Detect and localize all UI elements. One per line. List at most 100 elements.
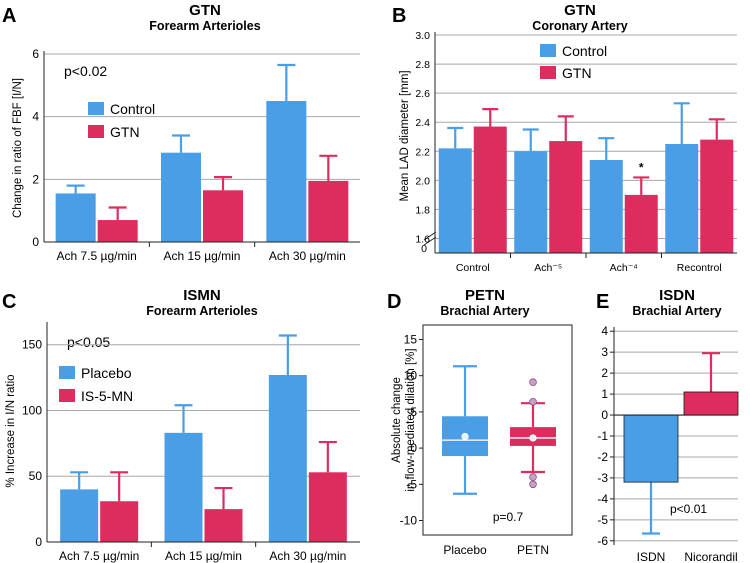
panel-d-y-tick-label: 0 [410, 441, 417, 455]
panel-a-subtitle: Forearm Arterioles [149, 19, 260, 33]
panel-b-y-axis-label: Mean LAD diameter [mm] [399, 70, 411, 201]
panel-letter-d: D [387, 291, 401, 313]
panel-a-p-value: p<0.02 [64, 63, 107, 79]
panel-letter-e: E [596, 291, 609, 313]
panel-a-bar-gtn [203, 190, 243, 242]
panel-c-subtitle: Forearm Arterioles [146, 304, 257, 318]
panel-a-y-tick-label: 0 [32, 235, 39, 249]
panel-a-legend-label-control: Control [110, 101, 155, 117]
panel-d-plot-frame [422, 324, 573, 536]
panel-b-legend-label-control: Control [562, 43, 607, 59]
panel-b-bar-control [665, 144, 699, 253]
panel-d-x-tick-label: PETN [517, 543, 549, 557]
panel-d-x-tick-label: Placebo [443, 543, 487, 557]
panel-b-y-tick-label: 3.0 [415, 30, 430, 42]
panel-c-bar-is5mn [308, 472, 347, 542]
panel-e-y-tick-label: -4 [597, 492, 608, 506]
panel-e-y-tick-label: -1 [597, 429, 608, 443]
panel-d-title: PETN [465, 287, 505, 304]
panel-a-legend-swatch-gtn [88, 125, 104, 138]
panel-e-y-tick-label: 2 [601, 366, 608, 380]
panel-b-x-tick-label: Recontrol [677, 262, 722, 274]
panel-b-bar-gtn [700, 139, 734, 253]
panel-d-y-axis-label-line1: Absolute change [391, 377, 403, 463]
panel-c-legend-swatch-placebo [59, 366, 75, 379]
panel-a-bar-gtn [97, 220, 138, 242]
panel-b-bar-gtn [473, 126, 507, 253]
panel-e-y-tick-label: 3 [601, 345, 608, 359]
panel-c-y-tick-label: 100 [22, 403, 42, 417]
panel-d-mean-marker [529, 434, 537, 442]
panel-b-y-tick-label: 1.8 [415, 204, 430, 216]
panel-a-bar-gtn [308, 180, 349, 242]
panel-c-y-tick-label: 0 [35, 535, 42, 549]
panel-b-bar-control [514, 151, 548, 253]
panel-d-y-axis-label-line2: in flow-mediated dilation [%] [405, 348, 417, 491]
panel-b-y-tick-label: 1.6 [415, 233, 430, 245]
panel-c-bar-is5mn [204, 509, 243, 542]
panel-a-legend-label-gtn: GTN [110, 124, 140, 140]
panel-c-legend-swatch-is5mn [59, 389, 75, 402]
panel-b-bar-control [589, 159, 623, 253]
panel-b-legend-swatch-control [540, 44, 556, 57]
panel-e-y-tick-label: -3 [597, 471, 608, 485]
panel-a-y-tick-label: 4 [32, 110, 39, 124]
panel-c-bar-placebo [268, 374, 307, 542]
panel-a-y-tick-label: 2 [32, 172, 39, 186]
panel-c-x-tick-label: Ach 30 µg/min [269, 549, 346, 563]
panel-d-p-value: p=0.7 [493, 510, 524, 524]
panel-b-legend-swatch-gtn [540, 66, 556, 79]
panel-e-title: ISDN [659, 287, 695, 304]
panel-e-y-tick-label: -5 [597, 513, 608, 527]
panel-d-mean-marker [461, 432, 469, 441]
panel-e-bar-isdn [623, 414, 679, 483]
panel-b-x-tick-label: Control [456, 262, 490, 274]
panel-e-p-value: p<0.01 [670, 502, 707, 516]
panel-c-title: ISMN [183, 287, 221, 304]
panel-b-subtitle: Coronary Artery [532, 19, 627, 33]
panel-d-y-tick-label: -10 [400, 514, 418, 528]
panel-b-x-tick-label: Ach⁻⁴ [610, 262, 638, 274]
panel-b-y-tick-label: 2.2 [415, 146, 430, 158]
panel-letter-b: B [392, 5, 406, 27]
panel-a-x-tick-label: Ach 30 µg/min [269, 249, 346, 263]
panel-b-y-tick-label: 2.0 [415, 175, 430, 187]
panel-c-y-tick-label: 150 [22, 338, 42, 352]
panel-d-box-plot: -10 -5 0 5 10 15 Placebo PETN [400, 324, 573, 557]
panel-d-y-tick-label: 10 [404, 369, 418, 383]
panel-d-y-tick-label: 5 [410, 405, 417, 419]
panel-a-bar-control [266, 101, 307, 242]
panel-c-legend-label-is5mn: IS-5-MN [81, 388, 133, 404]
panel-b-y-tick-label: 2.8 [415, 59, 430, 71]
panel-a-bar-chart: 0 2 4 6 Ach 7.5 µg/min Ach 15 µg/min Ach 30 µg… [32, 47, 360, 263]
panel-b-axis-break-mark [423, 231, 437, 246]
panel-a-y-axis-label: Change in ratio of FBF [I/N] [12, 78, 24, 218]
panel-a-legend-swatch-control [88, 102, 104, 115]
panel-a-x-tick-label: Ach 7.5 µg/min [57, 249, 137, 263]
panel-b-bar-control [438, 148, 472, 253]
panel-b-legend-label-gtn: GTN [562, 65, 592, 81]
panel-letter-c: C [2, 291, 16, 313]
panel-c-bar-is5mn [100, 501, 139, 542]
panel-e-y-tick-label: 1 [601, 387, 608, 401]
panel-e-x-tick-label: ISDN [637, 550, 666, 563]
panel-b-x-tick-label: Ach⁻⁵ [534, 262, 562, 274]
panel-b-y-tick-zero: 0 [421, 243, 427, 255]
panel-d-y-tick-label: -5 [406, 477, 417, 491]
panel-c-x-tick-label: Ach 15 µg/min [165, 549, 242, 563]
panel-c-y-tick-label: 50 [29, 469, 43, 483]
panel-c-bar-placebo [164, 432, 203, 542]
panel-a-y-tick-label: 6 [32, 47, 39, 61]
panel-b-y-tick-label: 2.6 [415, 88, 430, 100]
panel-e-x-tick-label: Nicorandil [684, 550, 737, 563]
panel-b-bar-chart: 1.6 1.8 2.0 2.2 2.4 2.6 2.8 3.0 Control Ach⁻⁵ Ach⁻… [415, 30, 737, 274]
panel-d-outlier-point [529, 473, 537, 481]
panel-d-outlier-point [529, 397, 537, 406]
panel-c-bar-chart: 0 50 100 150 Ach 7.5 µg/min Ach 15 µg/min Ach … [22, 322, 360, 563]
panel-d-outlier-point [529, 378, 537, 387]
panel-e-bar-chart: -6 -5 -4 -3 -2 -1 0 1 2 3 4 ISDN Nicorandil [597, 324, 739, 563]
panel-letter-a: A [2, 5, 16, 27]
panel-a-bar-control [55, 193, 96, 242]
panel-e-bar-nicorandil [683, 391, 739, 416]
